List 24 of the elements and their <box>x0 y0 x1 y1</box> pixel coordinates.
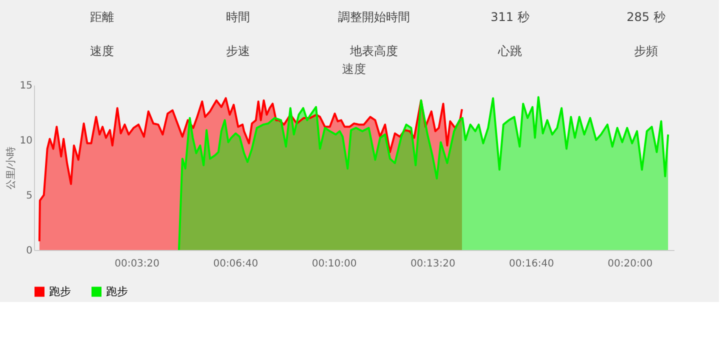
text: 時間 <box>226 10 250 24</box>
text: 心跳 <box>497 44 522 58</box>
x-tick-label: 00:03:20 <box>114 258 160 270</box>
x-tick-label: 00:13:20 <box>410 258 456 270</box>
y-tick-label: 5 <box>26 190 32 202</box>
legend-label: 跑步 <box>106 284 128 298</box>
text: 速度 <box>90 44 114 58</box>
chart-title: 速度 <box>342 62 366 76</box>
x-tick-label: 00:20:00 <box>608 258 653 270</box>
text: 地表高度 <box>349 44 398 58</box>
y-axis-title: 公里/小時 <box>4 146 17 190</box>
text: 距離 <box>90 10 114 24</box>
text: 311 秒 <box>490 10 530 24</box>
legend-label: 跑步 <box>49 284 71 298</box>
text: 步速 <box>226 44 250 58</box>
y-tick-label: 0 <box>26 246 32 256</box>
x-tick-label: 00:06:40 <box>213 258 258 270</box>
y-tick-label: 10 <box>20 136 32 146</box>
text: 調整開始時間 <box>338 10 410 24</box>
y-tick-label: 15 <box>20 80 32 92</box>
text: 285 秒 <box>626 10 666 24</box>
text: 步頻 <box>634 44 658 58</box>
x-tick-label: 00:10:00 <box>312 258 357 270</box>
x-tick-label: 00:16:40 <box>509 258 554 270</box>
